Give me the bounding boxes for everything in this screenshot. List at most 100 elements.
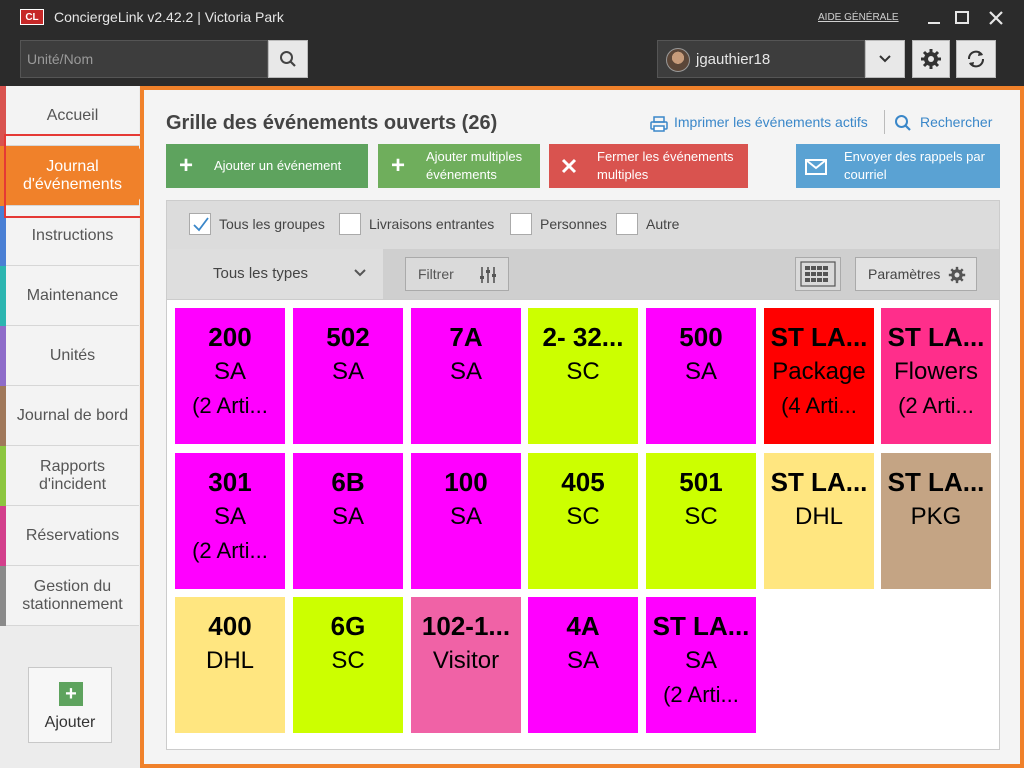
tile-unit: ST LA... xyxy=(887,467,985,497)
tile-type: SA xyxy=(331,358,364,385)
minimize-button[interactable] xyxy=(922,6,946,30)
refresh-button[interactable] xyxy=(956,40,996,78)
grid-view-button[interactable] xyxy=(795,257,841,291)
event-tile[interactable]: 2- 32... SC xyxy=(528,308,638,444)
close-icon xyxy=(989,11,1003,25)
grid-view-icon xyxy=(800,261,836,287)
sidebar-item-stationnement[interactable]: Gestion du stationnement xyxy=(6,566,139,626)
tile-item-count: (2 Arti... xyxy=(192,538,268,563)
event-tile[interactable]: ST LA... SA (2 Arti... xyxy=(646,597,756,733)
tile-type: SA xyxy=(213,358,246,385)
close-multiple-events-button[interactable]: Fermer les événements multiples xyxy=(549,144,748,188)
filter-button[interactable]: Filtrer xyxy=(405,257,509,291)
tile-unit: 102-1... xyxy=(421,611,511,641)
tile-type: SA xyxy=(449,503,482,530)
tile-type: SA xyxy=(449,358,482,385)
event-tile[interactable]: 4A SA xyxy=(528,597,638,733)
event-tile[interactable]: ST LA... DHL xyxy=(764,453,874,589)
sliders-icon xyxy=(480,267,496,283)
nav-stripe xyxy=(0,266,6,326)
tile-type: SC xyxy=(566,358,600,385)
filter-toolbar: Tous les types Filtrer xyxy=(167,249,999,299)
tile-type: SC xyxy=(566,503,600,530)
event-tile[interactable]: 6B SA xyxy=(293,453,403,589)
tile-type: SA xyxy=(331,503,364,530)
tile-unit: ST LA... xyxy=(770,322,868,352)
event-tile[interactable]: 500 SA xyxy=(646,308,756,444)
check-icon xyxy=(193,217,209,232)
page-title: Grille des événements ouverts (26) xyxy=(166,112,498,134)
nav-stripe xyxy=(0,386,6,446)
tile-type: DHL xyxy=(205,647,254,674)
print-active-events-link[interactable]: Imprimer les événements actifs xyxy=(674,114,868,130)
event-panel: Grille des événements ouverts (26) Impri… xyxy=(144,90,1020,764)
tile-type: DHL xyxy=(794,503,843,530)
event-tile[interactable]: ST LA... Flowers (2 Arti... xyxy=(881,308,991,444)
main-area: Grille des événements ouverts (26) Impri… xyxy=(140,86,1024,768)
checkbox-label: Personnes xyxy=(540,216,607,232)
add-button[interactable]: + Ajouter xyxy=(28,667,112,743)
search-link[interactable]: Rechercher xyxy=(920,114,993,130)
user-dropdown-button[interactable] xyxy=(865,40,905,78)
add-button-label: Ajouter xyxy=(44,714,96,731)
checkbox-box xyxy=(616,213,638,235)
search-button[interactable] xyxy=(268,40,308,78)
tile-item-count: (2 Arti... xyxy=(898,393,974,418)
tile-unit: 4A xyxy=(566,611,600,641)
send-email-reminders-button[interactable]: Envoyer des rappels par courriel xyxy=(796,144,1000,188)
parameters-button[interactable]: Paramètres xyxy=(855,257,977,291)
sidebar-item-reservations[interactable]: Réservations xyxy=(6,506,139,566)
event-tile[interactable]: 405 SC xyxy=(528,453,638,589)
tile-unit: 2- 32... xyxy=(542,322,624,352)
sidebar-item-maintenance[interactable]: Maintenance xyxy=(6,266,139,326)
nav-stripe xyxy=(0,506,6,566)
type-select[interactable]: Tous les types xyxy=(167,249,383,299)
tile-type: Flowers xyxy=(893,358,978,385)
nav-stripe xyxy=(0,86,6,146)
add-multiple-events-button[interactable]: + Ajouter multiples événements xyxy=(378,144,540,188)
event-tile[interactable]: ST LA... Package (4 Arti... xyxy=(764,308,874,444)
tile-unit: 301 xyxy=(208,467,252,497)
maximize-button[interactable] xyxy=(950,6,974,30)
event-tile[interactable]: 7A SA xyxy=(411,308,521,444)
sidebar-item-rapports-incident[interactable]: Rapports d'incident xyxy=(6,446,139,506)
type-select-value: Tous les types xyxy=(213,265,309,282)
user-select[interactable]: jgauthier18 xyxy=(657,40,865,78)
sidebar-item-accueil[interactable]: Accueil xyxy=(6,86,139,146)
tile-unit: 500 xyxy=(679,322,723,352)
help-link[interactable]: AIDE GÉNÉRALE xyxy=(818,12,899,23)
close-icon xyxy=(549,144,589,188)
tile-item-count: (2 Arti... xyxy=(663,682,739,707)
event-tile[interactable]: 501 SC xyxy=(646,453,756,589)
refresh-icon xyxy=(968,50,984,68)
envelope-icon xyxy=(796,144,836,188)
tile-unit: ST LA... xyxy=(770,467,868,497)
tile-unit: 400 xyxy=(208,611,252,641)
tile-type: Visitor xyxy=(432,647,500,674)
chevron-down-icon xyxy=(354,269,366,277)
close-button[interactable] xyxy=(984,6,1008,30)
tile-unit: 405 xyxy=(561,467,605,497)
tile-unit: 6B xyxy=(331,467,365,497)
event-tile[interactable]: 100 SA xyxy=(411,453,521,589)
event-tile[interactable]: 200 SA (2 Arti... xyxy=(175,308,285,444)
nav-stripe xyxy=(0,206,6,266)
sidebar-item-journal-evenements[interactable]: Journal d'événements xyxy=(6,146,139,206)
event-tile[interactable]: 102-1... Visitor xyxy=(411,597,521,733)
search-input[interactable] xyxy=(20,40,268,78)
tile-unit: 7A xyxy=(449,322,483,352)
sidebar-item-journal-de-bord[interactable]: Journal de bord xyxy=(6,386,139,446)
event-tile[interactable]: 6G SC xyxy=(293,597,403,733)
event-tile[interactable]: 400 DHL xyxy=(175,597,285,733)
event-tile[interactable]: 301 SA (2 Arti... xyxy=(175,453,285,589)
settings-button[interactable] xyxy=(912,40,950,78)
plus-icon: + xyxy=(178,152,193,179)
search-icon xyxy=(895,115,911,131)
event-grid: 200 SA (2 Arti... 502 SA 7A SA 2- 32... SC 500 SA S… xyxy=(166,300,1000,750)
add-event-button[interactable]: + Ajouter un événement xyxy=(166,144,368,188)
event-tile[interactable]: ST LA... PKG xyxy=(881,453,991,589)
tile-unit: 502 xyxy=(326,322,370,352)
event-tile[interactable]: 502 SA xyxy=(293,308,403,444)
tile-unit: 100 xyxy=(444,467,488,497)
sidebar-item-unites[interactable]: Unités xyxy=(6,326,139,386)
